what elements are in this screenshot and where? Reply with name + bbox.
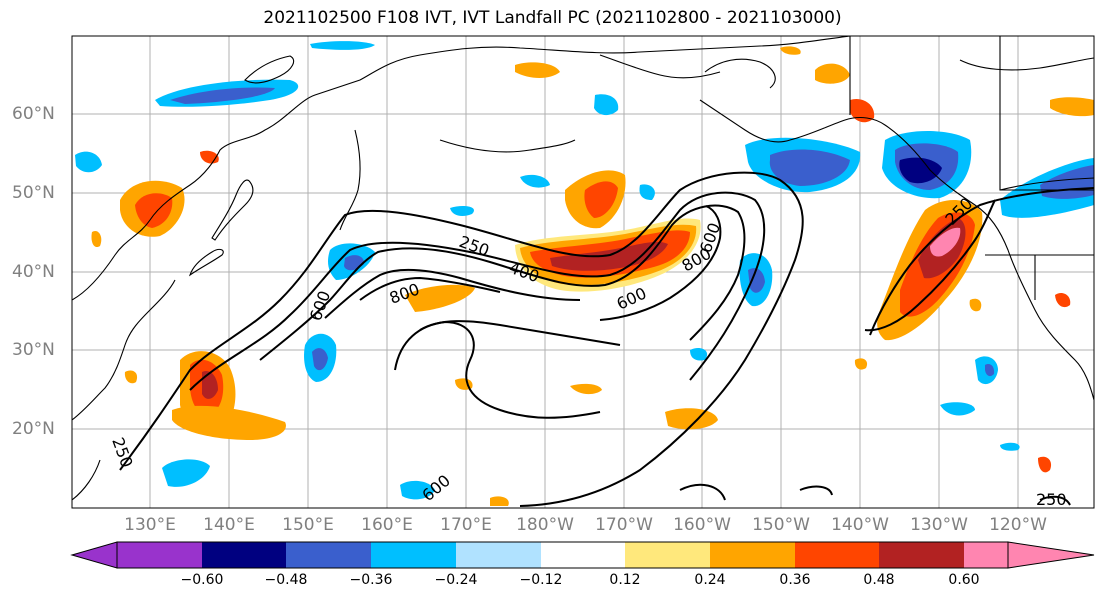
colorbar-tick-label: −0.12: [519, 572, 563, 588]
lon-label: 180°W: [516, 515, 574, 535]
coastlines: [72, 36, 1094, 501]
colorbar-cell: [795, 542, 879, 568]
contour-label: 250: [457, 232, 492, 260]
negative-anomaly-patches: [75, 41, 1094, 500]
colorbar-tick-label: −0.36: [349, 572, 393, 588]
map-content: 250 400 600 800 800 600 600 250 600 250 …: [72, 36, 1094, 509]
colorbar-cell: [371, 542, 456, 568]
colorbar-cell: [286, 542, 371, 568]
lon-label: 120°W: [989, 515, 1047, 535]
lat-label: 60°N: [12, 104, 55, 124]
positive-anomaly-patches: [91, 46, 1094, 506]
lon-label: 150°E: [282, 515, 334, 535]
colorbar-cell: [202, 542, 286, 568]
ivt-contours: [119, 171, 1094, 507]
contour-label: 600: [614, 283, 650, 313]
lon-label: 140°E: [203, 515, 255, 535]
lon-label: 150°W: [752, 515, 810, 535]
lat-label: 50°N: [12, 183, 55, 203]
colorbar-tick-label: 0.60: [948, 572, 980, 588]
colorbar-cell: [117, 542, 202, 568]
colorbar-tick-label: 0.12: [609, 572, 641, 588]
colorbar-tick-label: −0.24: [434, 572, 478, 588]
colorbar-cell: [625, 542, 710, 568]
lon-label: 160°E: [361, 515, 413, 535]
colorbar-tick-label: −0.60: [180, 572, 224, 588]
map-frame: [71, 35, 1095, 509]
lon-label: 140°W: [831, 515, 889, 535]
colorbar-tick-label: −0.48: [264, 572, 308, 588]
lat-label: 30°N: [12, 340, 55, 360]
contour-label: 600: [418, 471, 454, 505]
colorbar-extend-left: [72, 542, 117, 568]
colorbar-cells: [117, 542, 1008, 568]
colorbar: [70, 541, 1095, 569]
lat-label: 40°N: [12, 262, 55, 282]
colorbar-tick-label: 0.36: [779, 572, 811, 588]
map-title: 2021102500 F108 IVT, IVT Landfall PC (20…: [263, 8, 842, 28]
contour-label: 250: [1036, 490, 1067, 509]
colorbar-tick-label: 0.48: [863, 572, 895, 588]
colorbar-cell: [879, 542, 964, 568]
colorbar-cell: [541, 542, 625, 568]
colorbar-tick-label: 0.24: [694, 572, 726, 588]
lon-label: 170°W: [595, 515, 653, 535]
lon-label: 130°W: [910, 515, 968, 535]
lon-label: 160°W: [673, 515, 731, 535]
colorbar-cell: [710, 542, 795, 568]
lat-label: 20°N: [12, 419, 55, 439]
contour-label: 250: [108, 435, 136, 470]
lon-label: 130°E: [124, 515, 176, 535]
colorbar-cell: [456, 542, 541, 568]
colorbar-cell: [964, 542, 1008, 568]
colorbar-extend-right: [1008, 542, 1094, 568]
lon-label: 170°E: [440, 515, 492, 535]
